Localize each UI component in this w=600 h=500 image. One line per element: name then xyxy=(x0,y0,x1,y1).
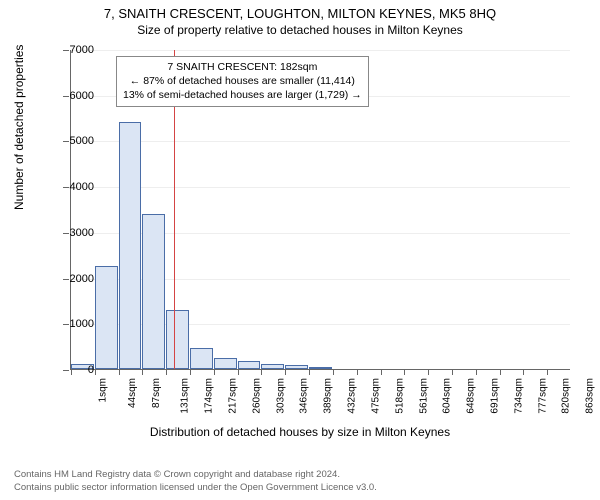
x-tick xyxy=(95,369,96,375)
x-tick-label: 820sqm xyxy=(561,378,572,414)
x-tick-label: 44sqm xyxy=(127,378,138,408)
histogram-bar xyxy=(190,348,213,369)
y-tick-label: 3000 xyxy=(54,227,94,239)
chart-title: 7, SNAITH CRESCENT, LOUGHTON, MILTON KEY… xyxy=(0,0,600,21)
x-tick xyxy=(142,369,143,375)
x-tick-label: 604sqm xyxy=(442,378,453,414)
x-tick-label: 691sqm xyxy=(490,378,501,414)
x-tick xyxy=(333,369,334,375)
x-tick xyxy=(166,369,167,375)
x-tick xyxy=(357,369,358,375)
y-tick-label: 4000 xyxy=(54,181,94,193)
grid-line xyxy=(71,141,570,142)
y-tick-label: 0 xyxy=(54,364,94,376)
y-tick-label: 2000 xyxy=(54,273,94,285)
x-tick-label: 863sqm xyxy=(585,378,596,414)
x-tick xyxy=(381,369,382,375)
x-tick-label: 87sqm xyxy=(151,378,162,408)
x-tick-label: 260sqm xyxy=(251,378,262,414)
x-tick xyxy=(547,369,548,375)
y-tick-label: 7000 xyxy=(54,44,94,56)
x-axis-title: Distribution of detached houses by size … xyxy=(0,425,600,439)
plot-area: 7 SNAITH CRESCENT: 182sqm ← 87% of detac… xyxy=(70,50,570,370)
y-tick-label: 1000 xyxy=(54,318,94,330)
histogram-bar xyxy=(238,361,261,369)
info-box: 7 SNAITH CRESCENT: 182sqm ← 87% of detac… xyxy=(116,56,369,107)
x-tick-label: 174sqm xyxy=(204,378,215,414)
histogram-chart: 7, SNAITH CRESCENT, LOUGHTON, MILTON KEY… xyxy=(0,0,600,500)
x-tick-label: 303sqm xyxy=(275,378,286,414)
info-line-2: ← 87% of detached houses are smaller (11… xyxy=(123,74,362,88)
x-tick xyxy=(190,369,191,375)
histogram-bar xyxy=(95,266,118,369)
x-tick-label: 131sqm xyxy=(180,378,191,414)
x-tick xyxy=(523,369,524,375)
x-tick xyxy=(476,369,477,375)
grid-line xyxy=(71,187,570,188)
x-tick xyxy=(428,369,429,375)
footer-attribution: Contains HM Land Registry data © Crown c… xyxy=(14,469,377,494)
x-tick-label: 346sqm xyxy=(299,378,310,414)
x-tick-label: 777sqm xyxy=(537,378,548,414)
x-tick xyxy=(309,369,310,375)
x-tick-label: 389sqm xyxy=(323,378,334,414)
x-tick-label: 518sqm xyxy=(394,378,405,414)
y-tick-label: 5000 xyxy=(54,135,94,147)
footer-line-2: Contains public sector information licen… xyxy=(14,482,377,494)
x-tick-label: 734sqm xyxy=(513,378,524,414)
histogram-bar xyxy=(309,367,332,369)
x-tick xyxy=(452,369,453,375)
y-tick-label: 6000 xyxy=(54,90,94,102)
info-line-1: 7 SNAITH CRESCENT: 182sqm xyxy=(123,60,362,74)
x-tick-label: 432sqm xyxy=(347,378,358,414)
x-tick-label: 475sqm xyxy=(370,378,381,414)
x-tick xyxy=(119,369,120,375)
footer-line-1: Contains HM Land Registry data © Crown c… xyxy=(14,469,377,481)
x-tick-label: 217sqm xyxy=(228,378,239,414)
x-tick xyxy=(500,369,501,375)
x-tick-label: 648sqm xyxy=(466,378,477,414)
x-tick-label: 561sqm xyxy=(418,378,429,414)
chart-subtitle: Size of property relative to detached ho… xyxy=(0,21,600,41)
x-tick xyxy=(238,369,239,375)
x-tick xyxy=(261,369,262,375)
histogram-bar xyxy=(119,122,142,369)
histogram-bar xyxy=(285,365,308,369)
x-tick xyxy=(214,369,215,375)
histogram-bar xyxy=(261,364,284,369)
x-tick xyxy=(404,369,405,375)
histogram-bar xyxy=(142,214,165,369)
x-tick-label: 1sqm xyxy=(97,378,108,402)
grid-line xyxy=(71,50,570,51)
x-tick xyxy=(285,369,286,375)
histogram-bar xyxy=(166,310,189,369)
histogram-bar xyxy=(214,358,237,369)
y-axis-title: Number of detached properties xyxy=(12,45,26,210)
info-line-3: 13% of semi-detached houses are larger (… xyxy=(123,88,362,102)
